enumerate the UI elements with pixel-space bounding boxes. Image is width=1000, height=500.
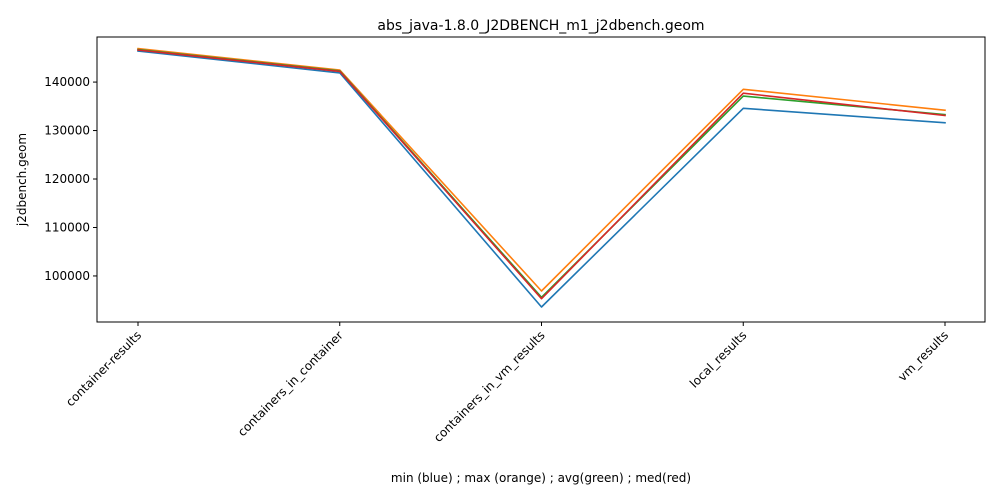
y-tick-label: 140000 — [44, 75, 90, 89]
chart-title: abs_java-1.8.0_J2DBENCH_m1_j2dbench.geom — [377, 18, 704, 34]
y-tick-label: 110000 — [44, 220, 90, 234]
series-line-0 — [137, 50, 946, 308]
series-line-3 — [137, 49, 946, 300]
x-axis-title: min (blue) ; max (orange) ; avg(green) ;… — [391, 471, 691, 485]
y-axis: 100000 110000 120000 130000 140000 — [44, 75, 97, 283]
y-tick-label: 100000 — [44, 269, 90, 283]
y-axis-title: j2dbench.geom — [15, 133, 29, 227]
y-tick-label: 120000 — [44, 172, 90, 186]
y-tick-label: 130000 — [44, 124, 90, 138]
series-layer — [137, 47, 946, 308]
series-line-1 — [137, 47, 946, 292]
